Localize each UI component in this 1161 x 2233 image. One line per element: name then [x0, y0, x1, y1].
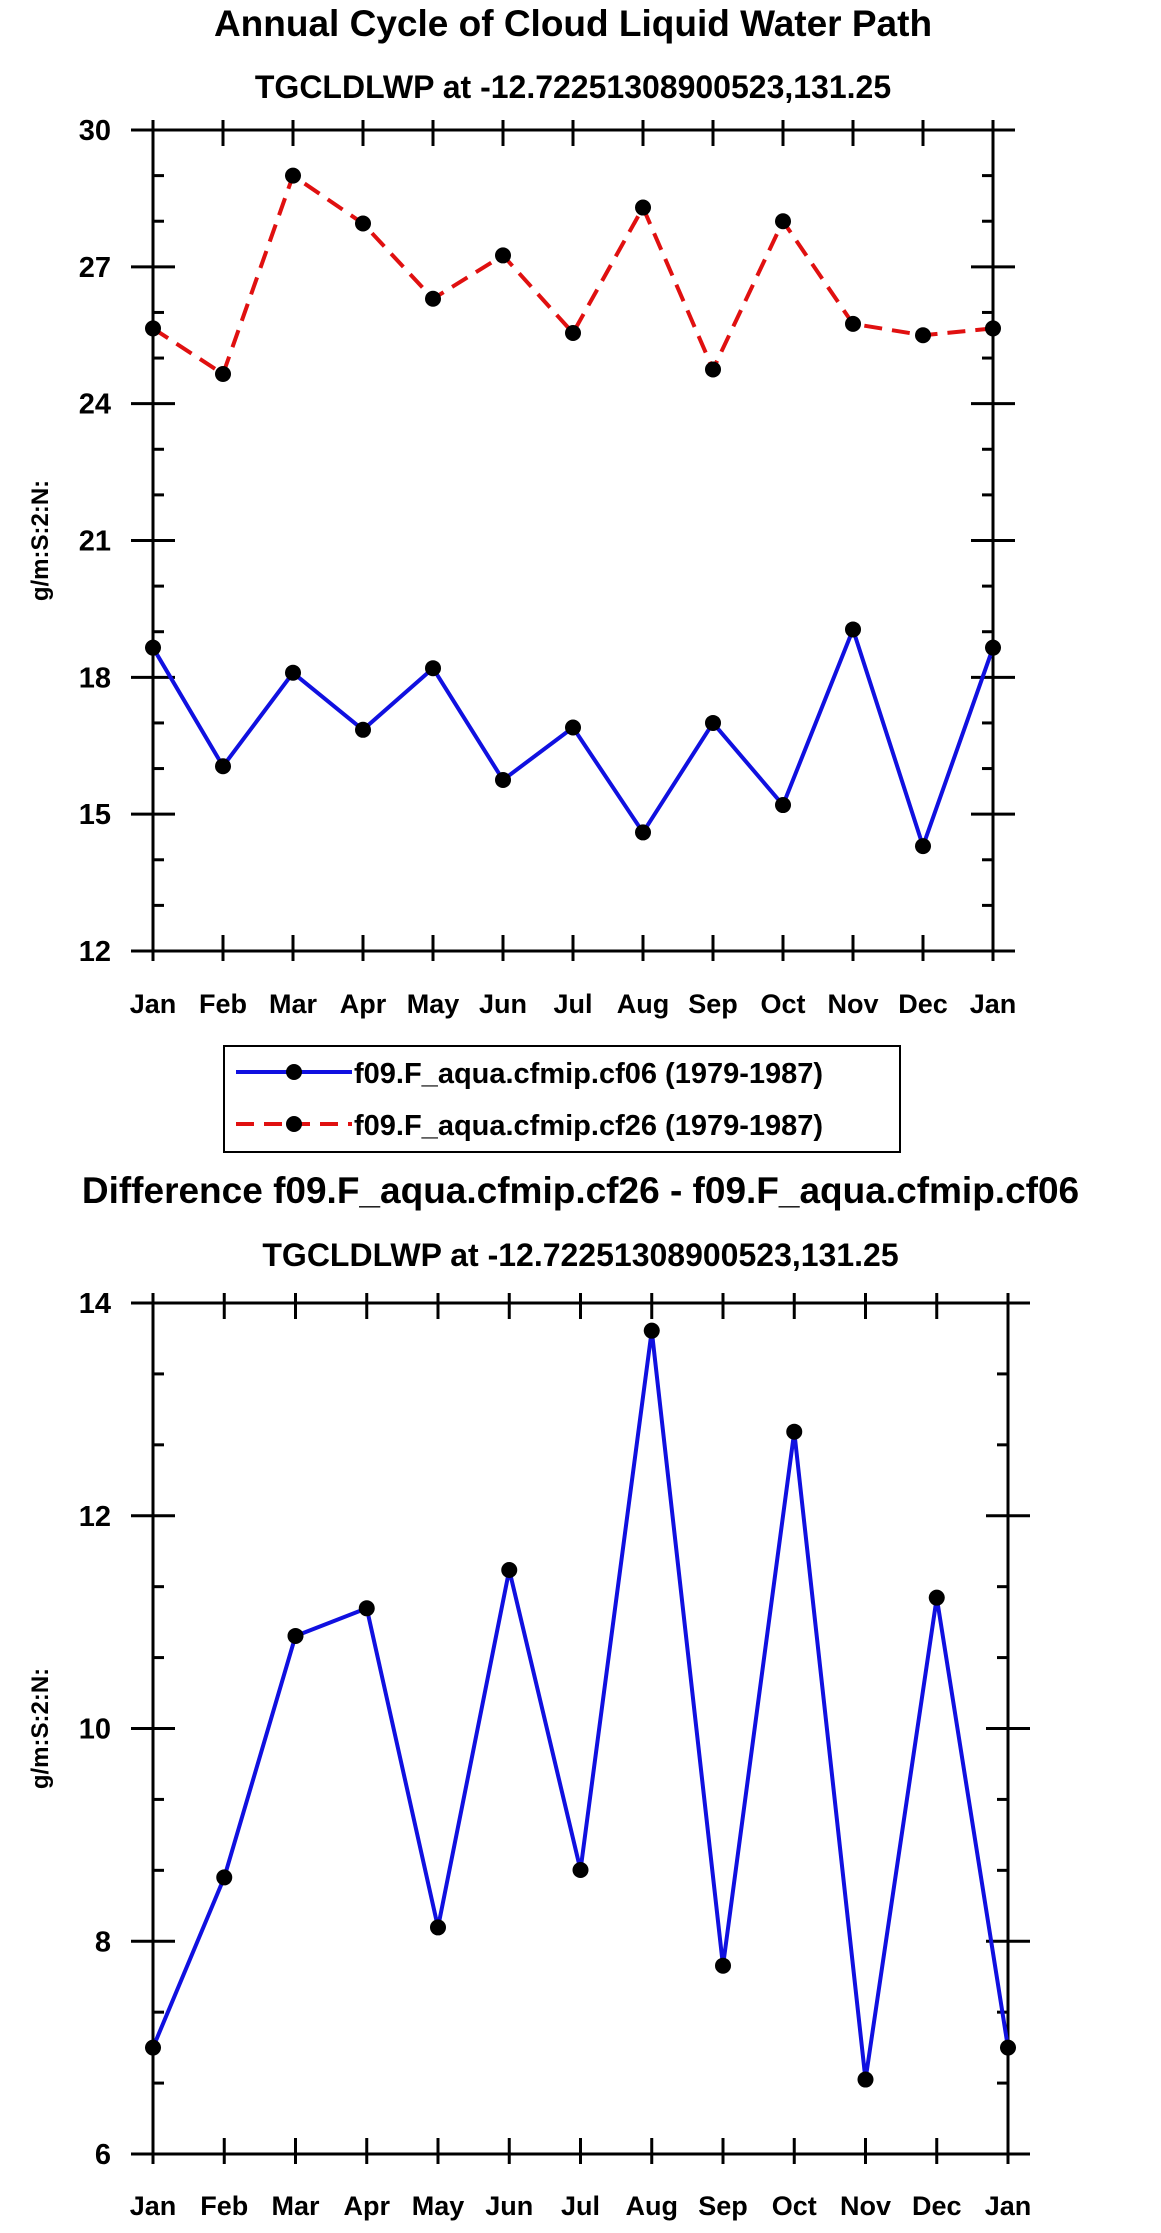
chart-title: Annual Cycle of Cloud Liquid Water Path — [214, 3, 932, 44]
y-tick-label: 30 — [79, 115, 111, 147]
data-point — [425, 290, 441, 307]
data-point — [775, 213, 791, 230]
x-tick-label: Apr — [344, 2191, 391, 2221]
data-point — [775, 797, 791, 814]
x-tick-label: Mar — [269, 989, 318, 1019]
data-point — [355, 721, 371, 738]
plot-frame — [151, 128, 995, 953]
y-tick-label: 18 — [79, 662, 111, 694]
data-point — [355, 215, 371, 232]
data-point — [915, 838, 931, 855]
data-point — [915, 327, 931, 344]
data-point — [565, 324, 581, 341]
chart-title: Difference f09.F_aqua.cfmip.cf26 - f09.F… — [82, 1170, 1079, 1211]
x-tick-label: May — [412, 2191, 465, 2221]
x-tick-label: Aug — [626, 2191, 678, 2221]
y-tick-label: 12 — [79, 936, 111, 968]
x-tick-label: Jul — [553, 989, 592, 1019]
data-point — [857, 2071, 874, 2088]
y-tick-label: 6 — [95, 2139, 111, 2171]
x-tick-label: Jun — [479, 989, 527, 1019]
x-tick-label: Nov — [827, 989, 878, 1019]
data-point — [643, 1322, 660, 1339]
data-point — [845, 621, 861, 638]
x-tick-label: Feb — [200, 2191, 248, 2221]
y-tick-label: 14 — [79, 1288, 111, 1320]
data-point — [145, 320, 161, 337]
x-tick-label: Aug — [617, 989, 669, 1019]
y-tick-label: 8 — [95, 1926, 111, 1958]
legend-swatch-marker — [286, 1116, 302, 1132]
data-point — [145, 639, 161, 656]
chart-subtitle: TGCLDLWP at -12.72251308900523,131.25 — [262, 1237, 898, 1273]
data-point — [786, 1423, 803, 1440]
x-tick-label: Mar — [271, 2191, 320, 2221]
y-tick-label: 27 — [79, 252, 111, 284]
x-tick-label: Dec — [898, 989, 948, 1019]
chart-subtitle: TGCLDLWP at -12.72251308900523,131.25 — [255, 69, 891, 105]
series-line-2 — [151, 173, 994, 377]
plot-frame — [151, 1301, 1010, 2156]
data-point — [495, 247, 511, 264]
x-tick-label: Jul — [561, 2191, 600, 2221]
x-tick-label: May — [407, 989, 460, 1019]
data-point — [495, 771, 511, 788]
x-tick-label: Sep — [688, 989, 738, 1019]
data-point — [705, 714, 721, 731]
x-tick-label: Jan — [130, 2191, 177, 2221]
x-tick-label: Jan — [130, 989, 177, 1019]
x-tick-label: Feb — [199, 989, 247, 1019]
y-tick-label: 10 — [79, 1714, 111, 1746]
data-point — [985, 320, 1001, 337]
data-point — [215, 758, 231, 775]
data-point — [1000, 2039, 1016, 2056]
data-point — [215, 366, 231, 383]
data-point — [425, 660, 441, 677]
y-axis-label: g/m:S:2:N: — [27, 480, 54, 601]
y-tick-label: 12 — [79, 1501, 111, 1533]
y-axis-label: g/m:S:2:N: — [27, 1668, 54, 1789]
data-point — [985, 639, 1001, 656]
data-point — [287, 1627, 304, 1644]
data-point — [845, 315, 861, 332]
data-point — [705, 361, 721, 378]
x-tick-label: Jan — [970, 989, 1017, 1019]
legend-label: f09.F_aqua.cfmip.cf26 (1979-1987) — [354, 1110, 823, 1142]
y-tick-label: 15 — [79, 799, 111, 831]
x-tick-label: Jan — [985, 2191, 1032, 2221]
legend: f09.F_aqua.cfmip.cf06 (1979-1987) f09.F_a… — [223, 1045, 901, 1153]
x-tick-label: Jun — [485, 2191, 533, 2221]
data-point — [285, 664, 301, 681]
series-line-1 — [151, 627, 995, 849]
x-tick-label: Sep — [698, 2191, 748, 2221]
chart-2: Difference f09.F_aqua.cfmip.cf26 - f09.F… — [27, 1170, 1079, 2221]
data-point — [635, 824, 651, 841]
data-point — [572, 1861, 589, 1878]
data-point — [285, 167, 301, 184]
x-tick-label: Oct — [760, 989, 805, 1019]
x-tick-label: Apr — [340, 989, 387, 1019]
data-point — [430, 1919, 446, 1936]
x-tick-label: Oct — [772, 2191, 817, 2221]
data-point — [565, 719, 581, 736]
y-tick-label: 24 — [79, 389, 111, 421]
legend-label: f09.F_aqua.cfmip.cf06 (1979-1987) — [354, 1058, 823, 1090]
data-point — [145, 2039, 161, 2056]
chart-1: Annual Cycle of Cloud Liquid Water Path T… — [27, 3, 1017, 1153]
data-point — [358, 1600, 375, 1617]
data-point — [715, 1957, 731, 1974]
y-tick-label: 21 — [79, 526, 111, 558]
data-point — [216, 1869, 233, 1886]
legend-box — [223, 1045, 901, 1153]
legend-swatch-marker — [286, 1064, 302, 1080]
data-point — [928, 1589, 945, 1606]
x-tick-label: Nov — [840, 2191, 891, 2221]
x-tick-label: Dec — [912, 2191, 962, 2221]
data-point — [635, 199, 651, 216]
data-point — [501, 1562, 518, 1579]
series-line-1 — [151, 1328, 1010, 2082]
